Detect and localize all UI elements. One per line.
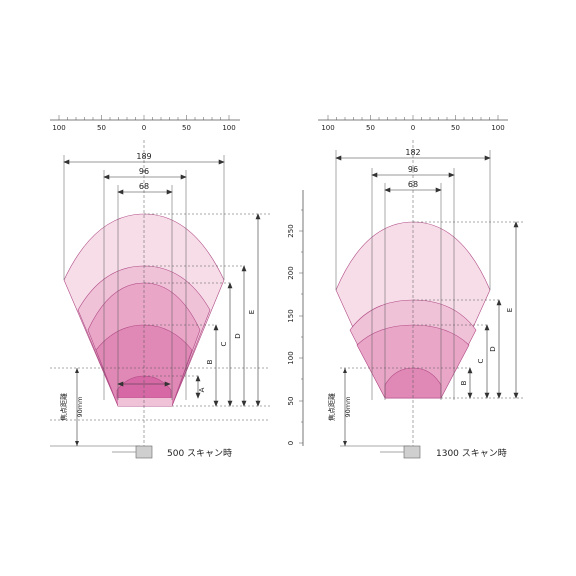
diagram-500-scan: 100 50 0 50 100: [50, 115, 270, 459]
guide-lines-right: [335, 140, 525, 455]
side-label-d: D: [489, 346, 497, 351]
y-tick-label: 100: [287, 351, 295, 364]
width-dimensions-right: [335, 155, 491, 193]
focal-value: 90mm: [344, 397, 352, 418]
ruler-tick-label: 50: [366, 124, 375, 132]
scanner-device-icon: [380, 445, 421, 459]
width-label-outer: 189: [136, 152, 151, 161]
side-dimensions-right: [467, 221, 519, 399]
side-label-b: B: [460, 380, 468, 385]
scanner-device-icon: [112, 445, 153, 459]
y-tick-label: 0: [287, 441, 295, 445]
width-label-middle: 96: [408, 165, 418, 174]
top-ruler-right: 100 50 0 50 100: [318, 115, 508, 132]
ruler-tick-label: 100: [321, 124, 334, 132]
diagram-1300-scan: 100 50 0 50 100 250 200 150 100 50 0: [287, 115, 525, 459]
caption-500: 500 スキャン時: [167, 448, 232, 459]
side-label-c: C: [477, 358, 485, 363]
focal-value: 90mm: [76, 397, 84, 418]
side-label-d: D: [234, 333, 242, 338]
ruler-tick-label: 100: [491, 124, 504, 132]
y-tick-label: 250: [287, 224, 295, 237]
width-label-inner: 68: [139, 182, 149, 191]
top-ruler-left: 100 50 0 50 100: [50, 115, 240, 132]
y-axis: 250 200 150 100 50 0: [287, 190, 304, 446]
focal-distance-right: 焦点距離 90mm: [327, 368, 352, 446]
ruler-tick-label: 0: [411, 124, 415, 132]
width-dimensions-left: [63, 159, 225, 387]
ruler-tick-label: 100: [52, 124, 65, 132]
width-label-outer: 182: [405, 148, 420, 157]
side-label-b: B: [206, 359, 214, 364]
side-label-a: A: [198, 387, 206, 392]
side-label-c: C: [220, 341, 228, 346]
y-tick-label: 50: [287, 397, 295, 406]
side-label-e: E: [506, 308, 514, 312]
ruler-tick-label: 100: [222, 124, 235, 132]
focal-label: 焦点距離: [59, 393, 68, 421]
width-label-middle: 96: [139, 167, 149, 176]
focal-distance-left: 焦点距離 90mm: [59, 368, 84, 446]
ruler-tick-label: 50: [451, 124, 460, 132]
width-label-inner: 68: [408, 180, 418, 189]
ruler-tick-label: 50: [182, 124, 191, 132]
side-dimensions-left: [195, 213, 261, 407]
caption-1300: 1300 スキャン時: [436, 448, 507, 459]
focal-label: 焦点距離: [327, 393, 336, 421]
guide-lines-left: [50, 140, 270, 455]
side-label-e: E: [248, 310, 256, 314]
ruler-tick-label: 0: [142, 124, 146, 132]
y-tick-label: 200: [287, 266, 295, 279]
scan-zone-base: [118, 398, 172, 406]
ruler-tick-label: 50: [97, 124, 106, 132]
y-tick-label: 150: [287, 309, 295, 322]
